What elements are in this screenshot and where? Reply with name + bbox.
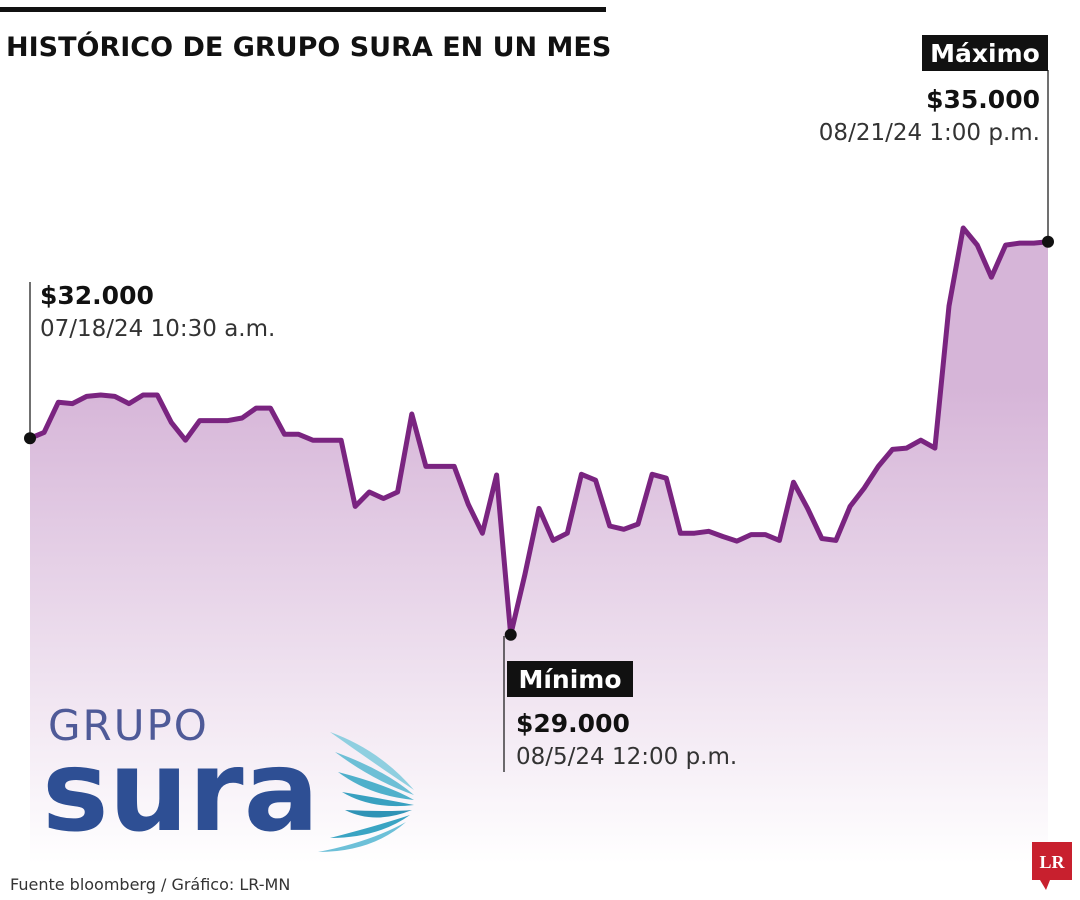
source: Fuente bloomberg / Gráfico: LR-MN (10, 875, 290, 894)
badge-tail (1040, 880, 1050, 890)
tag-box (507, 661, 633, 697)
point-marker (504, 628, 517, 641)
point-marker (24, 432, 36, 445)
badge-box (1032, 842, 1072, 880)
min-value: $29.000 (516, 709, 630, 738)
start-value: $32.000 (40, 281, 154, 310)
logo-top: GRUPO (48, 701, 209, 750)
badge: LR (1039, 852, 1065, 872)
max-value: $35.000 (926, 85, 1040, 114)
logo-wing (318, 732, 414, 852)
start-date: 07/18/24 10:30 a.m. (40, 316, 275, 342)
title-bar (0, 7, 606, 12)
chart-title: HISTÓRICO DE GRUPO SURA EN UN MES (6, 31, 611, 63)
area (30, 228, 1048, 864)
tag-box (922, 35, 1048, 71)
min-tag: Mínimo (518, 665, 621, 694)
max-date: 08/21/24 1:00 p.m. (819, 120, 1040, 146)
logo-main: sura (42, 727, 319, 857)
max-tag: Máximo (930, 39, 1040, 68)
line (29, 225, 1049, 638)
point-marker (1042, 235, 1054, 248)
plot (29, 225, 1049, 864)
min-date: 08/5/24 12:00 p.m. (516, 744, 737, 770)
